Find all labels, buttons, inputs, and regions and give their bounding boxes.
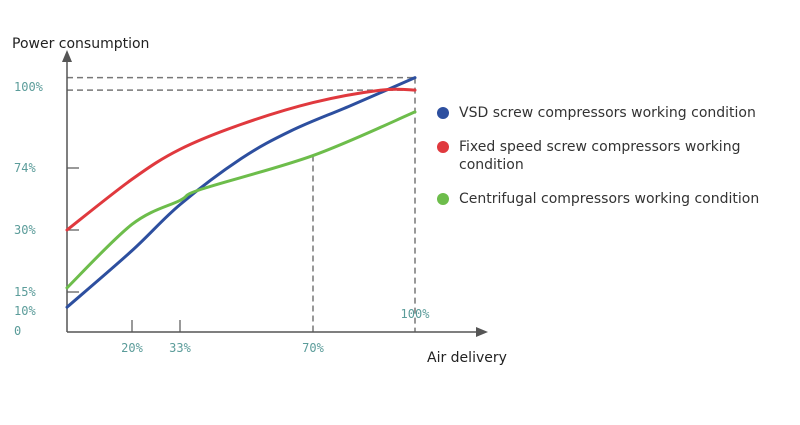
y-tick-label: 10% bbox=[14, 304, 36, 318]
legend-dot-icon bbox=[437, 193, 449, 205]
series-line-1 bbox=[65, 76, 417, 309]
y-tick-label: 30% bbox=[14, 223, 36, 237]
series-line-2 bbox=[65, 87, 417, 232]
legend-label: VSD screw compressors working condition bbox=[459, 105, 756, 121]
legend-item: Fixed speed screw compressors working co… bbox=[437, 138, 797, 174]
y-tick-label: 100% bbox=[14, 80, 44, 94]
legend-item: VSD screw compressors working condition bbox=[437, 104, 797, 122]
y-tick-label: 15% bbox=[14, 285, 36, 299]
x-tick-label: 100% bbox=[401, 307, 431, 321]
series-line-3 bbox=[65, 110, 417, 290]
y-tick-label: 74% bbox=[14, 161, 36, 175]
x-tick-label: 20% bbox=[121, 341, 143, 355]
legend-item: Centrifugal compressors working conditio… bbox=[437, 190, 797, 208]
x-axis-label: Air delivery bbox=[427, 350, 507, 366]
x-axis-arrow bbox=[476, 327, 488, 337]
y-tick-label: 0 bbox=[14, 324, 21, 338]
x-tick-label: 70% bbox=[302, 341, 324, 355]
legend-label: Centrifugal compressors working conditio… bbox=[459, 191, 760, 207]
legend-dot-icon bbox=[437, 107, 449, 119]
legend-label: Fixed speed screw compressors working co… bbox=[459, 139, 741, 173]
legend-dot-icon bbox=[437, 141, 449, 153]
x-tick-label: 33% bbox=[169, 341, 191, 355]
legend: VSD screw compressors working condition F… bbox=[437, 104, 797, 224]
y-axis-arrow bbox=[62, 50, 72, 62]
y-axis-label: Power consumption bbox=[12, 36, 149, 52]
